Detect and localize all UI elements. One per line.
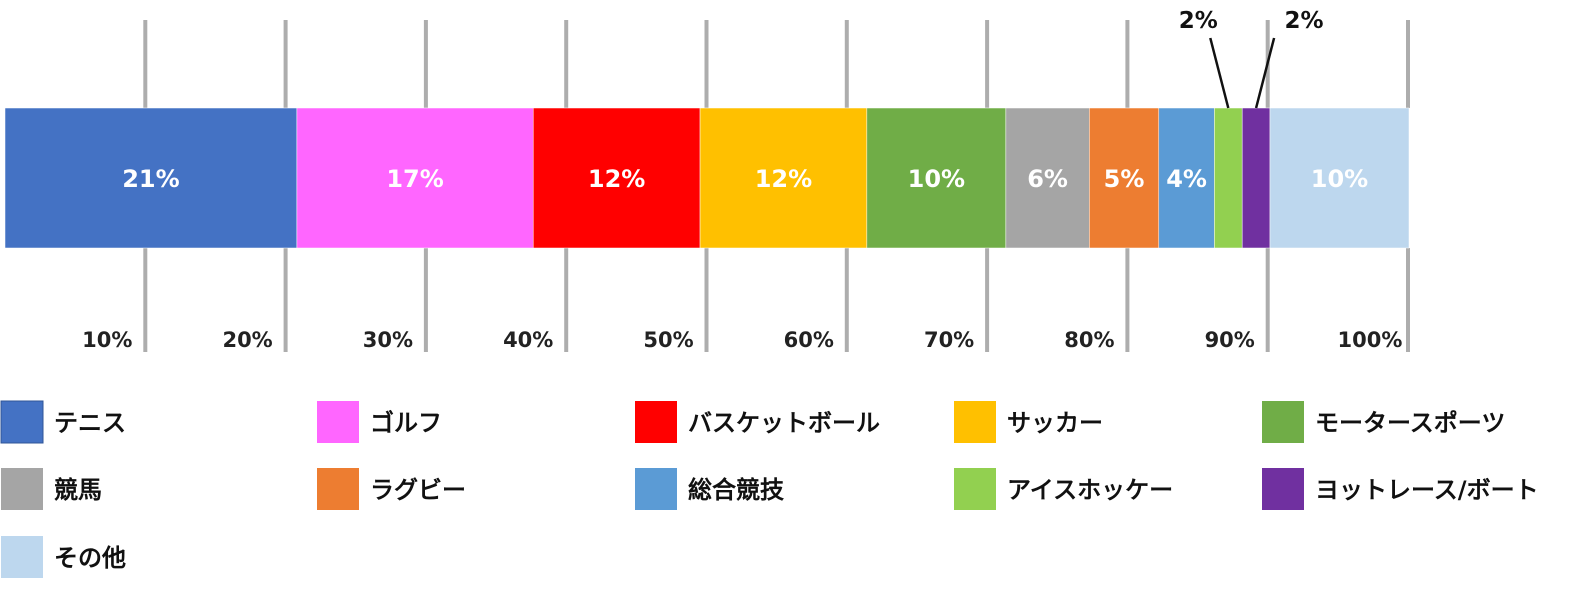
tick-label-10: 100% [1338,328,1403,352]
bar-segment-11 [1269,107,1410,249]
legend-label-8: 総合競技 [688,476,785,504]
legend-label-5: モータースポーツ [1315,409,1505,437]
tick-label-4: 40% [503,328,553,352]
legend-swatch-5 [1262,401,1304,443]
data-label-1: 21% [122,165,179,193]
data-label-6: 6% [1027,165,1068,193]
bar-segment-5 [866,107,1007,249]
legend-swatch-1 [0,400,44,444]
data-label-3: 12% [588,165,645,193]
legend-label-6: 競馬 [54,476,102,504]
bar-segment-8 [1158,107,1215,249]
tick-label-9: 90% [1205,328,1255,352]
tick-label-6: 60% [784,328,834,352]
legend-swatch-3 [635,401,677,443]
legend-swatch-4 [954,401,996,443]
tick-label-2: 20% [222,328,272,352]
tick-label-8: 80% [1064,328,1114,352]
bar-segment-10 [1241,107,1271,249]
legend-label-10: ヨットレース/ボート [1315,476,1539,504]
bar-segment-7 [1089,107,1160,249]
legend-swatch-10 [1262,468,1304,510]
legend-label-7: ラグビー [370,476,466,504]
bar-segment-2 [296,107,534,249]
tick-label-5: 50% [643,328,693,352]
tick-label-7: 70% [924,328,974,352]
legend-label-11: その他 [54,544,126,572]
legend-label-2: ゴルフ [370,409,442,437]
legend-swatch-6 [1,468,43,510]
bar-segment-4 [699,107,868,249]
data-label-7: 5% [1104,165,1145,193]
data-label-8: 4% [1166,165,1207,193]
data-label-11: 10% [1311,165,1368,193]
bar-segment-1 [4,107,298,249]
x-axis-tick-labels: 10% 20% 30% 40% 50% 60% 70% 80% 90% 100% [82,328,1402,352]
legend-swatch-9 [954,468,996,510]
legend-label-3: バスケットボール [688,409,880,437]
data-label-5: 10% [908,165,965,193]
data-label-4: 12% [755,165,812,193]
bar-segment-3 [532,107,701,249]
tick-label-3: 30% [363,328,413,352]
tick-label-1: 10% [82,328,132,352]
bar-segment-9 [1214,107,1243,249]
segment-labels: 21% 17% 12% 12% 10% 6% 5% 4% 10% 2% 2% [122,8,1368,193]
stacked-bar [4,107,1410,249]
legend-swatch-8 [635,468,677,510]
legend-swatch-2 [317,401,359,443]
data-label-9: 2% [1179,8,1218,34]
callout-leader-9 [1209,37,1230,109]
data-label-10: 2% [1285,8,1324,34]
gridlines [143,20,1410,352]
bar-segment-6 [1005,107,1090,249]
legend-swatch-11 [1,536,43,578]
legend-label-9: アイスホッケー [1007,476,1173,504]
legend-label-4: サッカー [1007,409,1103,437]
legend-label-1: テニス [54,409,126,437]
legend-swatch-7 [317,468,359,510]
callout-leader-10 [1254,37,1276,109]
data-label-2: 17% [386,165,443,193]
